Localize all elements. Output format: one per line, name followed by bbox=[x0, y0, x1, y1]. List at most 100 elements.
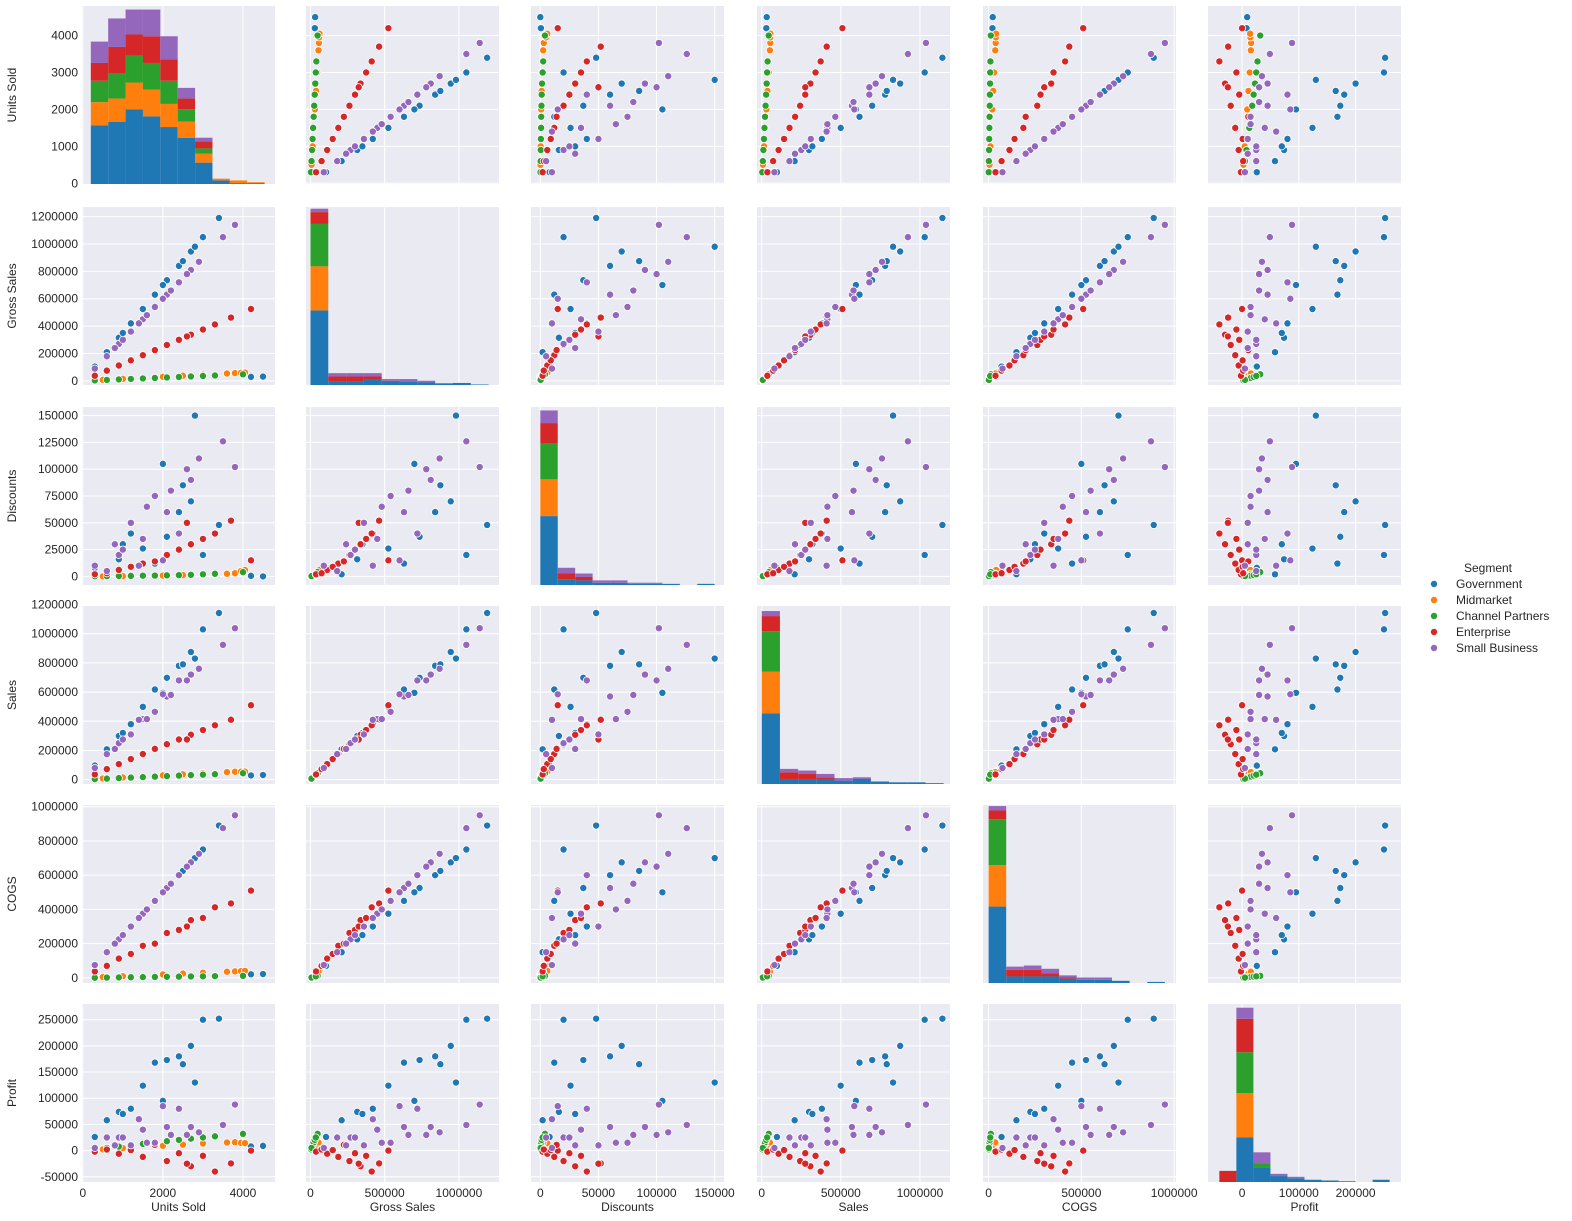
point-government-11 bbox=[158, 281, 167, 290]
point-government-3 bbox=[1081, 532, 1090, 541]
point-small-business-12 bbox=[565, 335, 574, 344]
point-government-11 bbox=[658, 105, 667, 114]
point-small-business-12 bbox=[1030, 735, 1039, 744]
point-small-business-10 bbox=[174, 676, 183, 685]
point-small-business-13 bbox=[158, 1102, 167, 1111]
point-small-business-0 bbox=[90, 763, 99, 772]
point-small-business-5 bbox=[877, 257, 886, 266]
point-small-business-5 bbox=[194, 257, 203, 266]
hist-bar-small-business-3 bbox=[592, 580, 611, 583]
point-small-business-4 bbox=[640, 79, 649, 88]
point-enterprise-7 bbox=[838, 1146, 847, 1155]
hist-bar-government-8 bbox=[452, 382, 471, 385]
point-small-business-14 bbox=[611, 905, 620, 914]
point-government-2 bbox=[384, 123, 393, 132]
point-small-business-11 bbox=[542, 352, 551, 361]
point-small-business-12 bbox=[1030, 545, 1039, 554]
point-enterprise-6 bbox=[1065, 1159, 1074, 1168]
point-enterprise-3 bbox=[796, 101, 805, 110]
y-tick-label: 150000 bbox=[38, 409, 78, 423]
point-government-11 bbox=[658, 281, 667, 290]
point-small-business-17 bbox=[368, 715, 377, 724]
point-small-business-13 bbox=[395, 690, 404, 699]
point-small-business-11 bbox=[102, 1133, 111, 1142]
point-small-business-15 bbox=[1105, 676, 1114, 685]
point-government-4 bbox=[1351, 858, 1360, 867]
point-small-business-15 bbox=[1255, 862, 1264, 871]
point-government-5 bbox=[559, 845, 568, 854]
point-small-business-3 bbox=[162, 1123, 171, 1132]
point-government-8 bbox=[1340, 661, 1349, 670]
point-enterprise-1 bbox=[774, 146, 783, 155]
point-small-business-12 bbox=[350, 735, 359, 744]
hist-bar-small-business-0 bbox=[761, 611, 780, 617]
point-small-business-18 bbox=[166, 486, 175, 495]
point-government-4 bbox=[617, 858, 626, 867]
point-government-6 bbox=[592, 213, 601, 222]
hist-bar-channel-partners-0 bbox=[988, 819, 1007, 866]
point-enterprise-13 bbox=[1040, 83, 1049, 92]
point-small-business-6 bbox=[462, 437, 471, 446]
point-small-business-18 bbox=[1086, 1130, 1095, 1139]
hist-bar-channel-partners-5 bbox=[177, 109, 196, 122]
point-government-6 bbox=[1381, 821, 1390, 830]
hist-bar-small-business-5 bbox=[1076, 977, 1095, 980]
point-small-business-11 bbox=[785, 948, 794, 957]
point-small-business-18 bbox=[404, 98, 413, 107]
point-government-13 bbox=[1030, 1109, 1039, 1118]
point-small-business-11 bbox=[1252, 157, 1261, 166]
point-enterprise-12 bbox=[576, 726, 585, 735]
point-small-business-6 bbox=[1265, 437, 1274, 446]
point-government-9 bbox=[399, 112, 408, 121]
point-small-business-3 bbox=[399, 1123, 408, 1132]
point-small-business-9 bbox=[1068, 112, 1077, 121]
point-small-business-12 bbox=[1252, 545, 1261, 554]
panel-background bbox=[983, 6, 1176, 184]
point-enterprise-13 bbox=[182, 735, 191, 744]
point-government-3 bbox=[162, 1056, 171, 1065]
point-government-6 bbox=[1149, 609, 1158, 618]
point-government-7 bbox=[817, 134, 826, 143]
y-tick-label: 75000 bbox=[45, 489, 79, 503]
point-enterprise-1 bbox=[543, 146, 552, 155]
point-small-business-12 bbox=[801, 931, 810, 940]
point-small-business-6 bbox=[462, 640, 471, 649]
point-channel-partners-5 bbox=[763, 57, 772, 66]
legend-label-midmarket: Midmarket bbox=[1456, 593, 1513, 607]
point-midmarket-8 bbox=[765, 46, 774, 55]
point-enterprise-1 bbox=[1234, 146, 1243, 155]
point-small-business-2 bbox=[576, 315, 585, 324]
point-small-business-12 bbox=[801, 142, 810, 151]
point-small-business-16 bbox=[1243, 939, 1252, 948]
point-small-business-16 bbox=[342, 1141, 351, 1150]
point-enterprise-5 bbox=[1215, 320, 1224, 329]
point-channel-partners-8 bbox=[150, 571, 159, 580]
point-small-business-6 bbox=[903, 824, 912, 833]
point-small-business-11 bbox=[102, 567, 111, 576]
hist-bar-enterprise-0 bbox=[761, 616, 780, 632]
point-government-5 bbox=[1379, 68, 1388, 77]
point-enterprise-7 bbox=[246, 1146, 255, 1155]
point-midmarket-8 bbox=[222, 768, 231, 777]
point-channel-partners-9 bbox=[537, 90, 546, 99]
hist-bar-small-business-2 bbox=[346, 373, 364, 377]
point-enterprise-0 bbox=[312, 967, 321, 976]
point-small-business-7 bbox=[1288, 811, 1297, 820]
point-small-business-8 bbox=[359, 134, 368, 143]
point-small-business-5 bbox=[664, 72, 673, 81]
point-government-7 bbox=[126, 529, 135, 538]
hist-bar-small-business-1 bbox=[328, 373, 347, 377]
point-government-14 bbox=[178, 660, 187, 669]
point-small-business-18 bbox=[629, 879, 638, 888]
point-government-1 bbox=[805, 555, 814, 564]
hist-bar-government-4 bbox=[610, 582, 628, 585]
point-channel-partners-6 bbox=[1256, 31, 1265, 40]
point-small-business-13 bbox=[850, 888, 859, 897]
x-tick-label: 150000 bbox=[695, 1186, 735, 1200]
point-small-business-15 bbox=[422, 862, 431, 871]
point-government-12 bbox=[1311, 411, 1320, 420]
panel-gross-sales-vs-units-sold bbox=[82, 207, 275, 385]
panel-background bbox=[983, 805, 1176, 983]
point-enterprise-10 bbox=[565, 1149, 574, 1158]
point-government-9 bbox=[150, 290, 159, 299]
